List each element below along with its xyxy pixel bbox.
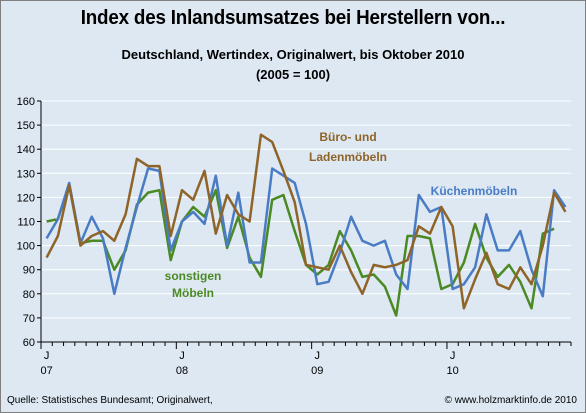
y-tick-label: 120 <box>17 192 35 204</box>
annotation-label: Möbeln <box>172 286 214 300</box>
x-tick-label-year: 08 <box>176 365 188 377</box>
source-note: Quelle: Statistisches Bundesamt; Origina… <box>7 395 213 406</box>
y-tick-label: 70 <box>23 313 35 325</box>
annotation-label: Küchenmöbeln <box>431 184 518 198</box>
y-tick-label: 150 <box>17 120 35 132</box>
x-tick-label-month: J <box>44 350 50 362</box>
axes: 60 70 80 90 100 110 120 130 140 150 160 J 07 J 08 J 09 J 1… <box>17 96 572 377</box>
series-line-kuechenmoebeln <box>45 167 567 298</box>
chart-subtitle-base: (2005 = 100) <box>255 67 331 82</box>
series-lines <box>45 133 567 317</box>
x-tick-label-year: 07 <box>41 365 53 377</box>
y-tick-label: 130 <box>17 168 35 180</box>
x-tick-label-month: J <box>450 350 456 362</box>
y-tick-label: 80 <box>23 289 35 301</box>
x-tick-label-year: 10 <box>446 365 458 377</box>
annotation-label: sonstigen <box>165 269 222 283</box>
y-tick-label: 160 <box>17 96 35 108</box>
y-tick-label: 90 <box>23 265 35 277</box>
chart-title: Index des Inlandsumsatzes bei Hersteller… <box>80 7 506 29</box>
x-tick-label-month: J <box>315 350 321 362</box>
x-tick-label-year: 09 <box>311 365 323 377</box>
y-tick-label: 100 <box>17 241 35 253</box>
annotation-label: Büro- und <box>319 130 376 144</box>
annotations: Büro- und Ladenmöbeln Küchenmöbeln sonstige… <box>165 130 518 300</box>
x-tick-label-month: J <box>179 350 185 362</box>
chart-subtitle: Deutschland, Wertindex, Originalwert, bi… <box>121 47 465 62</box>
y-tick-label: 110 <box>17 217 35 229</box>
y-tick-label: 140 <box>17 144 35 156</box>
annotation-label: Ladenmöbeln <box>309 150 387 164</box>
copyright-note: © www.holzmarktinfo.de 2010 <box>444 395 577 406</box>
series-line-buero-und-ladenmoebeln <box>45 133 567 310</box>
y-tick-label: 60 <box>23 337 35 349</box>
